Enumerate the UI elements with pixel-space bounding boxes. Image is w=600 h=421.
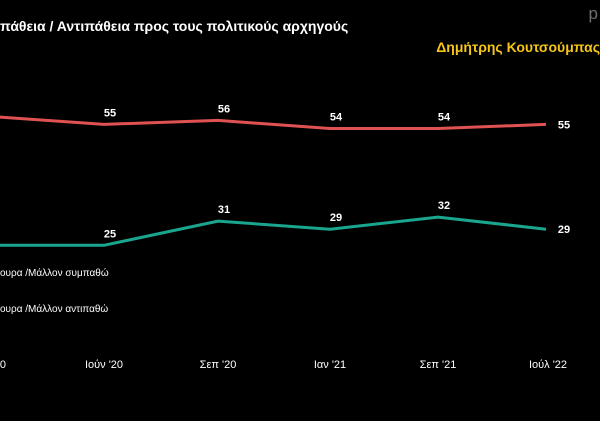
data-label: 25 [104,228,116,240]
brand-mark: p [588,4,598,23]
chart-title: πάθεια / Αντιπάθεια προς τους πολιτικούς… [0,18,349,34]
x-tick-label: Ιούλ '22 [529,359,567,371]
legend: ουρα /Μάλλον αντιπαθώ ουρα /Μάλλον συμπαθ… [0,267,109,315]
data-label: 31 [218,204,230,216]
x-tick-label: Σεπ '21 [420,359,457,371]
x-tick-label: Ιούν '20 [85,359,123,371]
x-tick-label: Ιαν '21 [314,359,346,371]
legend-item-1: ουρα /Μάλλον συμπαθώ [0,267,109,279]
data-label: 55 [558,119,570,131]
data-label: 56 [218,103,230,115]
data-label: 29 [330,212,342,224]
legend-item-0: ουρα /Μάλλον αντιπαθώ [0,303,108,315]
x-tick-label: 20 [0,359,6,371]
data-labels-layer: 55 56 54 54 55 25 31 29 32 29 [104,103,570,240]
series-line-1 [0,215,547,247]
x-tick-label: Σεπ '20 [200,359,237,371]
x-axis: 20 Ιούν '20 Σεπ '20 Ιαν '21 Σεπ '21 Ιούλ '22 [0,359,567,371]
chart-subtitle: Δημήτρης Κουτσούμπας [436,39,600,55]
data-label: 54 [438,111,451,123]
series-line-0 [0,115,547,130]
data-label: 32 [438,200,450,212]
series-layer [0,115,547,247]
data-label: 54 [330,111,343,123]
data-label: 29 [558,224,570,236]
data-label: 55 [104,107,116,119]
